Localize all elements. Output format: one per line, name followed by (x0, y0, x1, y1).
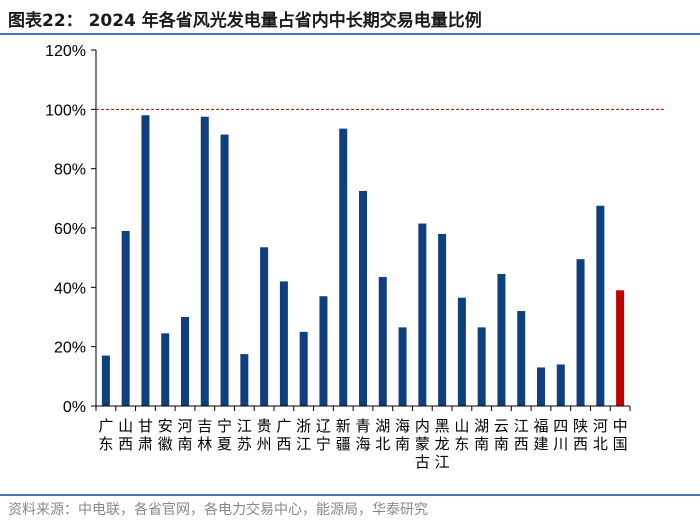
category-label: 疆 (336, 435, 351, 453)
category-label: 广 (98, 417, 113, 435)
category-label: 贵 (257, 417, 272, 435)
category-label: 中 (613, 417, 628, 435)
category-label: 山 (118, 417, 133, 435)
category-label: 建 (533, 435, 548, 453)
top-divider (0, 33, 700, 35)
bar (260, 247, 269, 406)
bar (181, 317, 189, 406)
source-note: 资料来源：中电联，各省官网，各电力交易中心，能源局，华泰研究 (8, 502, 428, 518)
y-tick-label: 120% (45, 43, 86, 60)
category-label: 南 (177, 435, 192, 453)
category-label: 宁 (217, 417, 232, 435)
y-tick-label: 80% (54, 162, 86, 179)
category-label: 青 (355, 417, 370, 435)
bar (121, 230, 130, 406)
bar (438, 233, 447, 406)
bar (517, 311, 526, 406)
bar (141, 115, 150, 407)
y-tick-label: 0% (63, 399, 86, 416)
category-label: 湖 (474, 417, 489, 435)
bar (556, 364, 565, 406)
bar (457, 297, 466, 406)
y-tick-label: 20% (54, 340, 86, 357)
category-label: 山 (454, 417, 469, 435)
category-label: 徽 (158, 435, 173, 453)
bar (398, 327, 407, 406)
category-label: 北 (375, 435, 390, 453)
y-tick-label: 40% (54, 280, 86, 297)
category-label: 湖 (375, 417, 390, 435)
category-label: 夏 (217, 435, 232, 453)
category-label: 福 (533, 417, 548, 435)
category-label: 苏 (237, 435, 252, 453)
category-label: 宁 (316, 435, 331, 453)
bar (576, 259, 585, 406)
category-label: 内 (415, 417, 430, 435)
category-label: 南 (474, 435, 489, 453)
category-label: 南 (395, 435, 410, 453)
bar (299, 331, 308, 406)
bar (378, 276, 387, 406)
category-label: 东 (454, 435, 469, 453)
bar (497, 273, 506, 406)
category-label: 龙 (435, 435, 450, 453)
category-label: 安 (158, 417, 173, 435)
bar (339, 128, 348, 406)
category-label: 东 (98, 435, 113, 453)
category-label: 海 (395, 417, 410, 435)
category-label: 江 (237, 417, 252, 435)
category-label: 西 (573, 435, 588, 453)
chart-title: 图表22： 2024 年各省风光发电量占省内中长期交易电量比例 (8, 11, 482, 31)
bar (240, 354, 249, 406)
category-label: 黑 (435, 417, 450, 435)
bar (101, 355, 110, 406)
category-label: 江 (296, 435, 311, 453)
category-label: 古 (415, 453, 430, 471)
category-label: 甘 (138, 417, 153, 435)
bar (537, 367, 545, 406)
category-label: 林 (197, 435, 212, 453)
bar (616, 290, 625, 406)
category-label: 浙 (296, 417, 311, 435)
bar (220, 134, 229, 407)
category-label: 北 (593, 435, 608, 453)
category-label: 吉 (197, 417, 212, 435)
category-label: 南 (494, 435, 509, 453)
bar (418, 223, 427, 406)
y-tick-label: 60% (54, 221, 86, 238)
category-label: 江 (435, 453, 450, 471)
bar (477, 327, 486, 406)
bar (319, 296, 328, 406)
bar (200, 116, 209, 406)
y-tick-label: 100% (45, 102, 86, 119)
category-label: 陕 (573, 417, 588, 435)
category-label: 海 (355, 435, 370, 453)
bar (596, 205, 605, 406)
category-label: 辽 (316, 417, 331, 435)
category-label: 川 (553, 435, 568, 453)
category-label: 国 (613, 435, 628, 453)
category-label: 西 (276, 435, 291, 453)
category-label: 广 (276, 417, 291, 435)
category-label: 云 (494, 417, 509, 435)
category-label: 蒙 (415, 435, 430, 453)
category-label: 西 (118, 435, 133, 453)
category-label: 河 (177, 417, 192, 435)
category-label: 肃 (138, 435, 153, 453)
category-label: 西 (514, 435, 529, 453)
category-label: 州 (257, 435, 272, 453)
bar (279, 281, 288, 406)
category-label: 河 (593, 417, 608, 435)
category-label: 四 (553, 417, 568, 435)
bottom-divider (0, 494, 700, 496)
category-label: 新 (336, 417, 351, 435)
bar (161, 333, 170, 406)
category-label: 江 (514, 417, 529, 435)
bar (359, 190, 367, 406)
